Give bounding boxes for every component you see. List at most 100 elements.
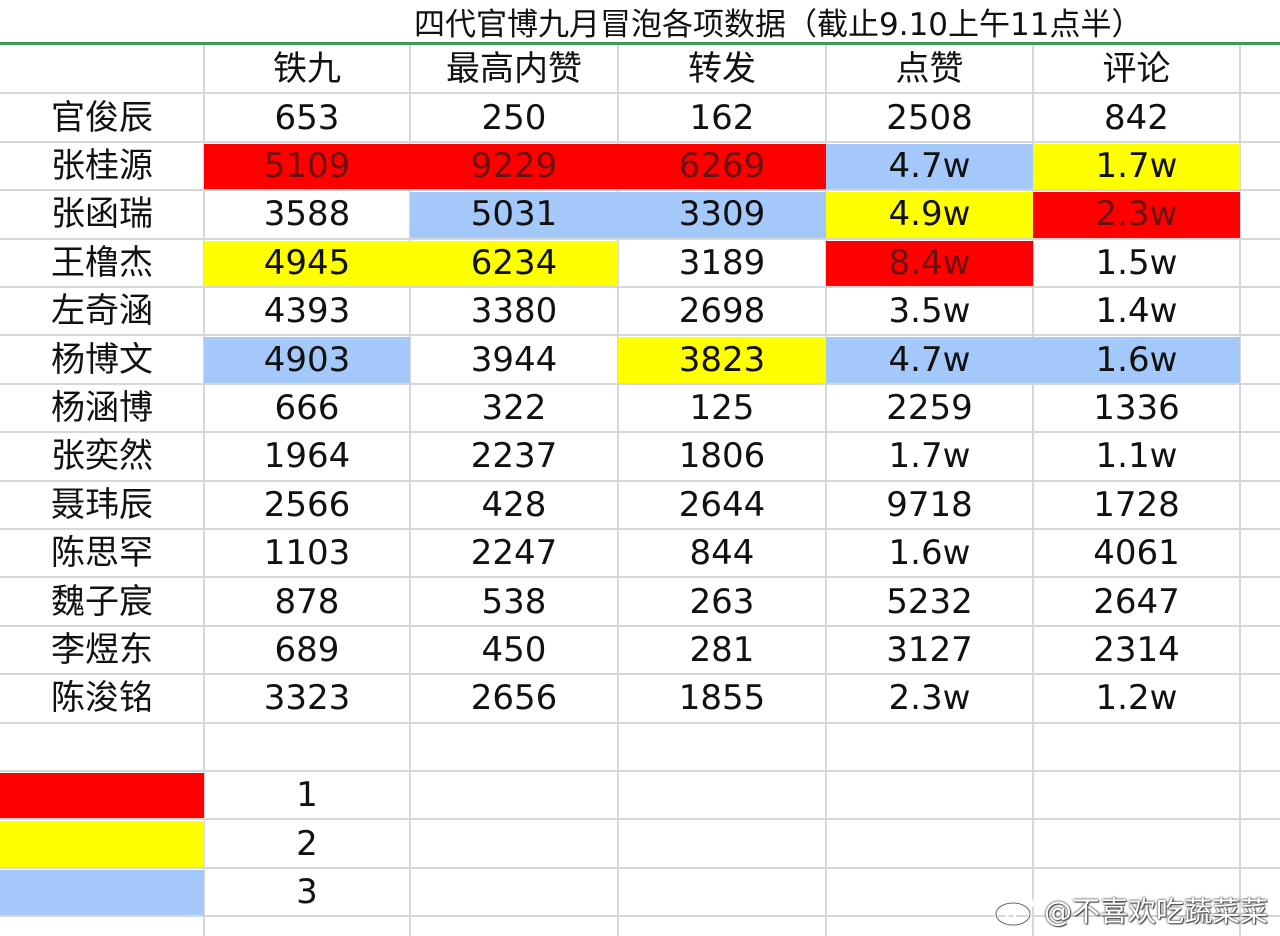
- data-cell[interactable]: 2.3w: [1095, 194, 1178, 235]
- data-cell[interactable]: 9718: [886, 484, 973, 525]
- data-cell[interactable]: 538: [481, 581, 547, 622]
- legend-rank[interactable]: 2: [296, 823, 318, 864]
- column-gridline: [203, 45, 205, 936]
- column-header[interactable]: 评论: [1102, 49, 1171, 90]
- row-name[interactable]: 官俊辰: [51, 97, 153, 138]
- row-name[interactable]: 陈思罕: [51, 533, 153, 574]
- column-header[interactable]: 转发: [688, 49, 756, 90]
- row-gridline: [0, 624, 1280, 627]
- data-cell[interactable]: 1.7w: [888, 436, 971, 477]
- highlight-fill: [1033, 337, 1240, 383]
- data-cell[interactable]: 2647: [1093, 581, 1180, 622]
- data-cell[interactable]: 6234: [470, 242, 558, 283]
- data-cell[interactable]: 1.1w: [1095, 436, 1178, 477]
- column-header[interactable]: 最高内赞: [446, 49, 582, 90]
- data-cell[interactable]: 1.6w: [888, 533, 971, 574]
- row-name[interactable]: 聂玮辰: [51, 484, 153, 525]
- data-cell[interactable]: 4393: [263, 291, 351, 332]
- column-header[interactable]: 铁九: [273, 49, 341, 90]
- data-cell[interactable]: 4945: [263, 242, 351, 283]
- data-cell[interactable]: 2566: [263, 484, 351, 525]
- data-cell[interactable]: 1964: [263, 436, 351, 477]
- data-cell[interactable]: 2644: [678, 484, 766, 525]
- data-cell[interactable]: 281: [689, 629, 755, 670]
- data-cell[interactable]: 1806: [678, 436, 766, 477]
- data-cell[interactable]: 3189: [678, 242, 766, 283]
- data-cell[interactable]: 322: [481, 387, 547, 428]
- data-cell[interactable]: 1.6w: [1095, 339, 1178, 380]
- row-gridline: [0, 189, 1280, 192]
- row-gridline: [0, 286, 1280, 288]
- row-name[interactable]: 左奇涵: [51, 291, 153, 332]
- data-cell[interactable]: 250: [481, 97, 547, 138]
- data-cell[interactable]: 2.3w: [888, 678, 971, 719]
- row-name[interactable]: 魏子宸: [51, 581, 153, 622]
- data-cell[interactable]: 428: [481, 484, 547, 525]
- data-cell[interactable]: 3944: [470, 339, 558, 380]
- row-gridline: [0, 721, 1280, 724]
- data-cell[interactable]: 3588: [263, 194, 351, 235]
- data-cell[interactable]: 4.9w: [888, 194, 971, 235]
- row-name[interactable]: 陈浚铭: [51, 678, 153, 719]
- data-cell[interactable]: 689: [274, 629, 340, 670]
- row-name[interactable]: 张奕然: [51, 436, 153, 477]
- data-cell[interactable]: 2698: [678, 291, 766, 332]
- row-name[interactable]: 杨博文: [51, 339, 153, 380]
- data-cell[interactable]: 1103: [263, 533, 351, 574]
- row-gridline: [0, 818, 1280, 821]
- data-cell[interactable]: 125: [689, 387, 755, 428]
- row-name[interactable]: 张函瑞: [51, 194, 153, 235]
- data-cell[interactable]: 3380: [470, 291, 558, 332]
- data-cell[interactable]: 2259: [886, 387, 973, 428]
- data-cell[interactable]: 3823: [678, 339, 766, 380]
- data-cell[interactable]: 5031: [470, 194, 558, 235]
- data-cell[interactable]: 8.4w: [888, 242, 971, 283]
- data-cell[interactable]: 3309: [678, 194, 766, 235]
- highlight-fill: [204, 143, 410, 190]
- data-cell[interactable]: 4061: [1093, 533, 1180, 574]
- highlight-fill: [410, 143, 618, 190]
- highlight-fill: [410, 240, 618, 286]
- data-cell[interactable]: 2247: [470, 533, 558, 574]
- data-cell[interactable]: 3127: [886, 629, 973, 670]
- data-cell[interactable]: 2508: [886, 97, 973, 138]
- data-cell[interactable]: 3323: [263, 678, 351, 719]
- data-cell[interactable]: 9229: [470, 145, 558, 186]
- legend-rank[interactable]: 3: [296, 871, 318, 912]
- row-name[interactable]: 杨涵博: [51, 387, 153, 428]
- column-header[interactable]: 点赞: [895, 49, 964, 90]
- data-cell[interactable]: 162: [689, 97, 755, 138]
- row-name[interactable]: 王橹杰: [51, 242, 153, 283]
- data-cell[interactable]: 263: [689, 581, 755, 622]
- data-cell[interactable]: 4.7w: [888, 145, 971, 186]
- data-cell[interactable]: 666: [274, 387, 340, 428]
- data-cell[interactable]: 450: [481, 629, 547, 670]
- data-cell[interactable]: 1.7w: [1095, 145, 1178, 186]
- legend-rank[interactable]: 1: [296, 775, 318, 816]
- data-cell[interactable]: 2656: [470, 678, 558, 719]
- data-cell[interactable]: 5109: [263, 145, 351, 186]
- data-cell[interactable]: 3.5w: [888, 291, 971, 332]
- data-cell[interactable]: 1855: [678, 678, 766, 719]
- data-cell[interactable]: 2237: [470, 436, 558, 477]
- data-cell[interactable]: 5232: [886, 581, 973, 622]
- data-cell[interactable]: 1336: [1093, 387, 1180, 428]
- data-cell[interactable]: 6269: [678, 145, 766, 186]
- data-cell[interactable]: 653: [274, 97, 340, 138]
- data-cell[interactable]: 844: [689, 533, 755, 574]
- column-gridline: [409, 45, 411, 936]
- data-cell[interactable]: 1.5w: [1095, 242, 1178, 283]
- data-cell[interactable]: 878: [274, 581, 340, 622]
- row-name[interactable]: 李煜东: [51, 629, 153, 670]
- data-cell[interactable]: 842: [1104, 97, 1169, 138]
- data-cell[interactable]: 1728: [1093, 484, 1180, 525]
- data-cell[interactable]: 1.4w: [1095, 291, 1178, 332]
- data-cell[interactable]: 2314: [1093, 629, 1180, 670]
- data-cell[interactable]: 4.7w: [888, 339, 971, 380]
- data-cell[interactable]: 4903: [263, 339, 351, 380]
- row-name[interactable]: 张桂源: [51, 145, 153, 186]
- title-divider: [0, 42, 1280, 45]
- data-cell[interactable]: 1.2w: [1095, 678, 1178, 719]
- highlight-fill: [0, 869, 204, 916]
- row-gridline: [0, 382, 1280, 385]
